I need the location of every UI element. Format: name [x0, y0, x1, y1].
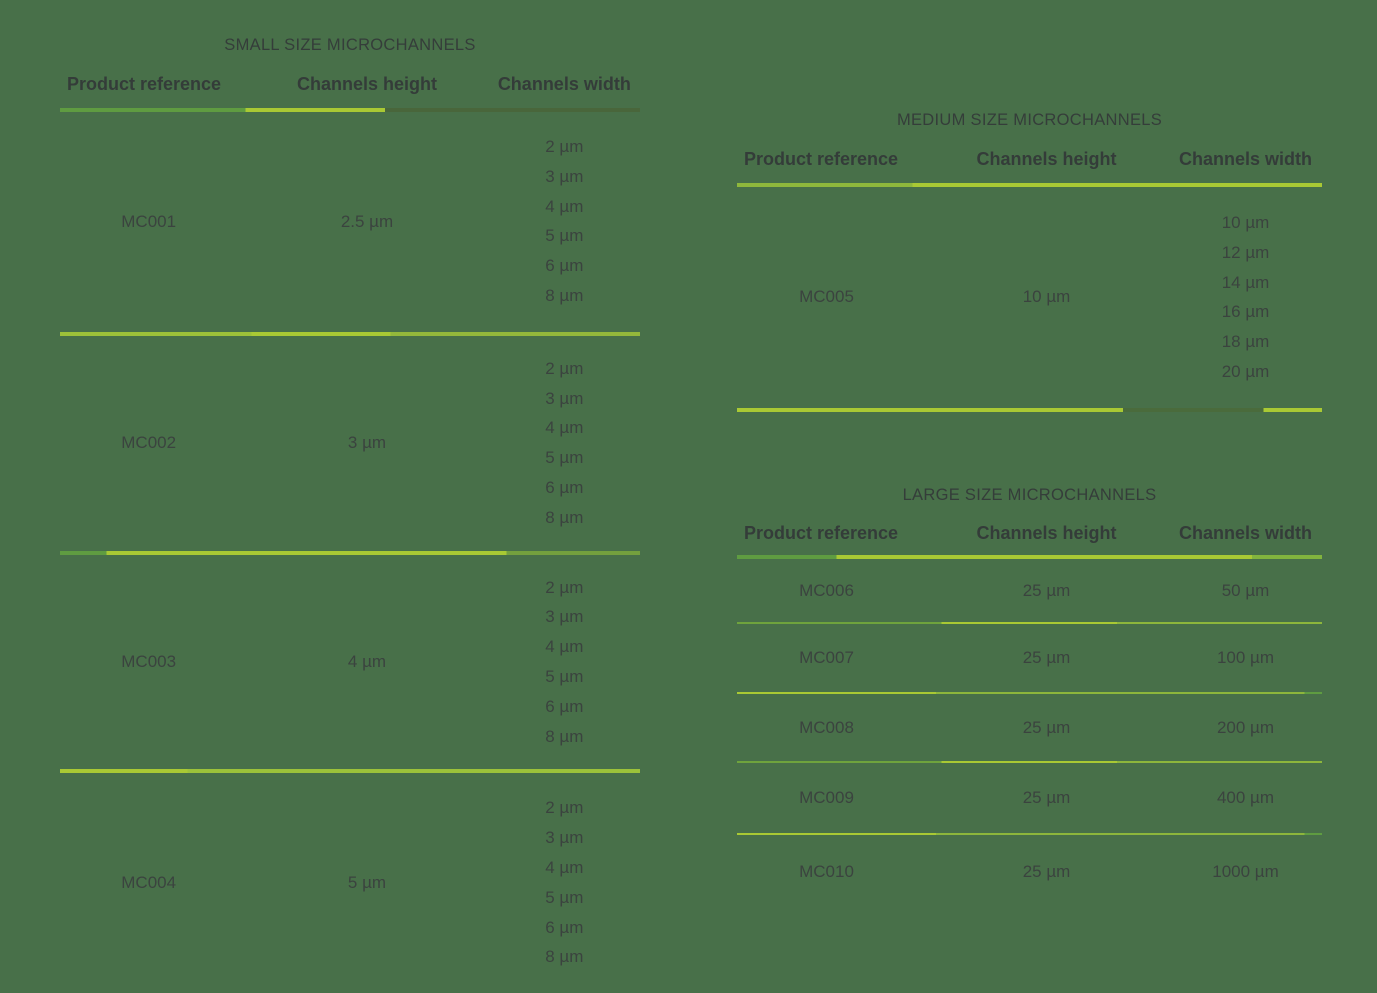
channels-width: 100 µm	[1216, 648, 1275, 667]
width-value: 8 µm	[545, 726, 584, 746]
small-table-header-row: Product reference Channels height Channe…	[60, 74, 640, 95]
column-header-channels-width: Channels width	[1178, 149, 1312, 169]
table-row: MC005 10 µm 10 µm 12 µm 14 µm 16 µm 18 µ…	[737, 187, 1322, 408]
width-value: 2 µm	[545, 137, 584, 156]
channels-width-list: 2 µm 3 µm 4 µm 5 µm 6 µm 8 µm	[468, 112, 661, 332]
width-value: 3 µm	[545, 166, 584, 186]
small-size-table: SMALL SIZE MICROCHANNELS Product referen…	[60, 0, 640, 993]
product-reference: MC005	[799, 287, 854, 307]
table-row: MC006 25 µm 50 µm	[737, 559, 1322, 622]
table-bottom-divider	[737, 407, 1322, 412]
channels-height: 4 µm	[347, 651, 387, 671]
large-table-header-row: Product reference Channels height Channe…	[737, 523, 1322, 544]
width-value: 2 µm	[545, 358, 584, 378]
product-reference: MC004	[121, 873, 177, 893]
row-divider	[737, 692, 1322, 694]
table-row: MC001 2.5 µm 2 µm 3 µm 4 µm 5 µm 6 µm 8 …	[60, 112, 640, 332]
product-reference: MC009	[799, 788, 854, 807]
channels-width: 200 µm	[1216, 717, 1275, 737]
header-divider	[60, 108, 640, 112]
width-value: 6 µm	[545, 256, 584, 276]
small-table-title: SMALL SIZE MICROCHANNELS	[224, 36, 476, 54]
table-row: MC008 25 µm 200 µm	[737, 694, 1322, 761]
channels-width: 50 µm	[1221, 580, 1270, 600]
table-row: MC010 25 µm 1000 µm	[737, 835, 1322, 909]
header-divider	[737, 183, 1322, 187]
width-value: 5 µm	[545, 448, 584, 468]
medium-table-title: MEDIUM SIZE MICROCHANNELS	[896, 111, 1163, 129]
width-value: 5 µm	[545, 887, 584, 907]
width-value: 3 µm	[545, 607, 584, 627]
width-value: 5 µm	[545, 666, 584, 686]
width-value: 20 µm	[1221, 361, 1270, 381]
column-header-product-reference: Product reference	[744, 149, 899, 169]
channels-height: 2.5 µm	[340, 211, 394, 231]
column-header-channels-height: Channels height	[976, 149, 1117, 169]
channels-width: 400 µm	[1216, 788, 1275, 807]
row-divider	[60, 550, 640, 555]
channels-width-list: 2 µm 3 µm 4 µm 5 µm 6 µm 8 µm	[468, 773, 661, 993]
large-size-table: LARGE SIZE MICROCHANNELS Product referen…	[737, 470, 1322, 909]
table-row: MC009 25 µm 400 µm	[737, 763, 1322, 833]
width-value: 6 µm	[545, 696, 584, 716]
channels-height: 25 µm	[1022, 648, 1071, 667]
channels-height: 10 µm	[1022, 287, 1071, 307]
table-row: MC004 5 µm 2 µm 3 µm 4 µm 5 µm 6 µm 8 µm	[60, 773, 640, 993]
medium-table-header-row: Product reference Channels height Channe…	[737, 149, 1322, 170]
table-row: MC002 3 µm 2 µm 3 µm 4 µm 5 µm 6 µm 8 µm	[60, 336, 640, 551]
width-value: 8 µm	[545, 947, 584, 967]
product-reference: MC001	[121, 211, 177, 231]
width-value: 4 µm	[545, 857, 584, 877]
row-divider	[737, 833, 1322, 835]
row-divider	[737, 622, 1322, 624]
product-reference: MC003	[121, 651, 177, 671]
column-header-channels-width: Channels width	[1178, 523, 1312, 543]
width-value: 6 µm	[545, 477, 584, 497]
table-row: MC003 4 µm 2 µm 3 µm 4 µm 5 µm 6 µm 8 µm	[60, 555, 640, 770]
width-value: 2 µm	[545, 577, 584, 597]
channels-width: 1000 µm	[1212, 862, 1279, 881]
row-divider	[60, 331, 640, 336]
channels-height: 3 µm	[347, 433, 387, 453]
width-value: 12 µm	[1221, 242, 1270, 262]
width-value: 8 µm	[545, 285, 584, 305]
column-header-channels-height: Channels height	[976, 523, 1117, 543]
product-reference: MC007	[799, 648, 854, 667]
width-value: 5 µm	[545, 226, 584, 246]
channels-height: 25 µm	[1022, 717, 1071, 737]
product-reference: MC010	[799, 862, 854, 881]
width-value: 4 µm	[545, 418, 584, 438]
width-value: 14 µm	[1221, 272, 1270, 292]
width-value: 10 µm	[1221, 213, 1270, 232]
width-value: 3 µm	[545, 828, 584, 848]
channels-width-list: 10 µm 12 µm 14 µm 16 µm 18 µm 20 µm	[1148, 187, 1343, 408]
width-value: 16 µm	[1221, 302, 1270, 322]
channels-height: 25 µm	[1022, 580, 1071, 600]
channels-height: 25 µm	[1022, 862, 1071, 881]
width-value: 2 µm	[545, 798, 584, 818]
medium-size-table: MEDIUM SIZE MICROCHANNELS Product refere…	[737, 0, 1322, 412]
channels-height: 5 µm	[347, 873, 387, 893]
row-divider	[60, 769, 640, 774]
column-header-channels-width: Channels width	[497, 74, 631, 94]
channels-height: 25 µm	[1022, 788, 1071, 807]
header-divider	[737, 555, 1322, 559]
column-header-product-reference: Product reference	[67, 74, 222, 94]
channels-width-list: 2 µm 3 µm 4 µm 5 µm 6 µm 8 µm	[468, 555, 661, 770]
width-value: 18 µm	[1221, 332, 1270, 352]
large-table-title: LARGE SIZE MICROCHANNELS	[902, 486, 1157, 504]
width-value: 3 µm	[545, 388, 584, 408]
product-reference: MC006	[799, 580, 854, 600]
channels-width-list: 2 µm 3 µm 4 µm 5 µm 6 µm 8 µm	[468, 336, 661, 551]
column-header-channels-height: Channels height	[296, 74, 437, 94]
row-divider	[737, 761, 1322, 763]
product-reference: MC002	[121, 433, 177, 453]
table-row: MC007 25 µm 100 µm	[737, 624, 1322, 692]
width-value: 4 µm	[545, 637, 584, 657]
width-value: 4 µm	[545, 196, 584, 216]
product-reference: MC008	[799, 717, 854, 737]
width-value: 6 µm	[545, 917, 584, 937]
width-value: 8 µm	[545, 507, 584, 527]
column-header-product-reference: Product reference	[744, 523, 899, 543]
